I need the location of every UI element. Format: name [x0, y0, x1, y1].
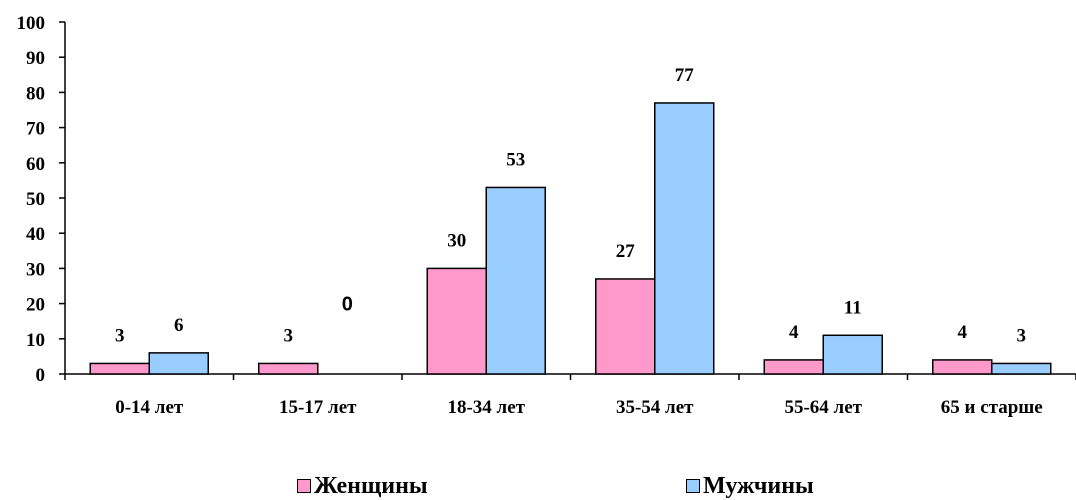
data-label: 3	[284, 325, 294, 346]
bar-women	[426, 267, 487, 375]
data-label: 77	[675, 65, 695, 86]
legend-swatch-men	[686, 479, 700, 493]
x-category-label: 65 и старше	[941, 397, 1043, 418]
data-label: 30	[447, 230, 466, 251]
data-label: 11	[844, 297, 862, 318]
y-tick-label: 20	[26, 295, 45, 316]
y-tick-label: 70	[26, 119, 45, 140]
y-tick-label: 80	[26, 83, 45, 104]
legend-item-men: Мужчины	[686, 472, 814, 500]
x-category-label: 35-54 лет	[616, 397, 694, 418]
bar-women	[763, 359, 824, 375]
y-tick-label: 10	[26, 330, 45, 351]
legend-item-women: Женщины	[297, 472, 428, 500]
bar-women	[595, 278, 656, 375]
y-tick-label: 0	[36, 365, 46, 386]
bar-men	[654, 102, 715, 375]
y-tick-label: 90	[26, 48, 45, 69]
y-tick-label: 100	[17, 13, 46, 34]
bar-men	[148, 352, 209, 375]
legend-label-women: Женщины	[314, 472, 428, 499]
data-label: 6	[174, 315, 184, 336]
bar-men	[991, 362, 1052, 375]
data-label: 27	[616, 241, 636, 262]
bar-women	[258, 362, 319, 375]
x-category-label: 18-34 лет	[447, 397, 525, 418]
y-tick-label: 50	[26, 189, 45, 210]
data-label: 0	[342, 294, 353, 316]
x-category-label: 0-14 лет	[115, 397, 184, 418]
data-label: 4	[958, 322, 968, 343]
legend-label-men: Мужчины	[703, 472, 814, 499]
bar-women	[89, 362, 150, 375]
bar-women	[932, 359, 993, 375]
y-tick-label: 40	[26, 224, 45, 245]
y-tick-label: 60	[26, 154, 45, 175]
y-tick-label: 30	[26, 259, 45, 280]
data-label: 4	[789, 322, 799, 343]
legend-swatch-women	[297, 479, 311, 493]
data-label: 53	[506, 149, 525, 170]
x-category-label: 15-17 лет	[279, 397, 357, 418]
data-label: 3	[1017, 325, 1027, 346]
x-category-label: 55-64 лет	[784, 397, 862, 418]
data-label: 3	[115, 325, 125, 346]
bar-men	[485, 186, 546, 375]
bar-men	[822, 334, 883, 375]
